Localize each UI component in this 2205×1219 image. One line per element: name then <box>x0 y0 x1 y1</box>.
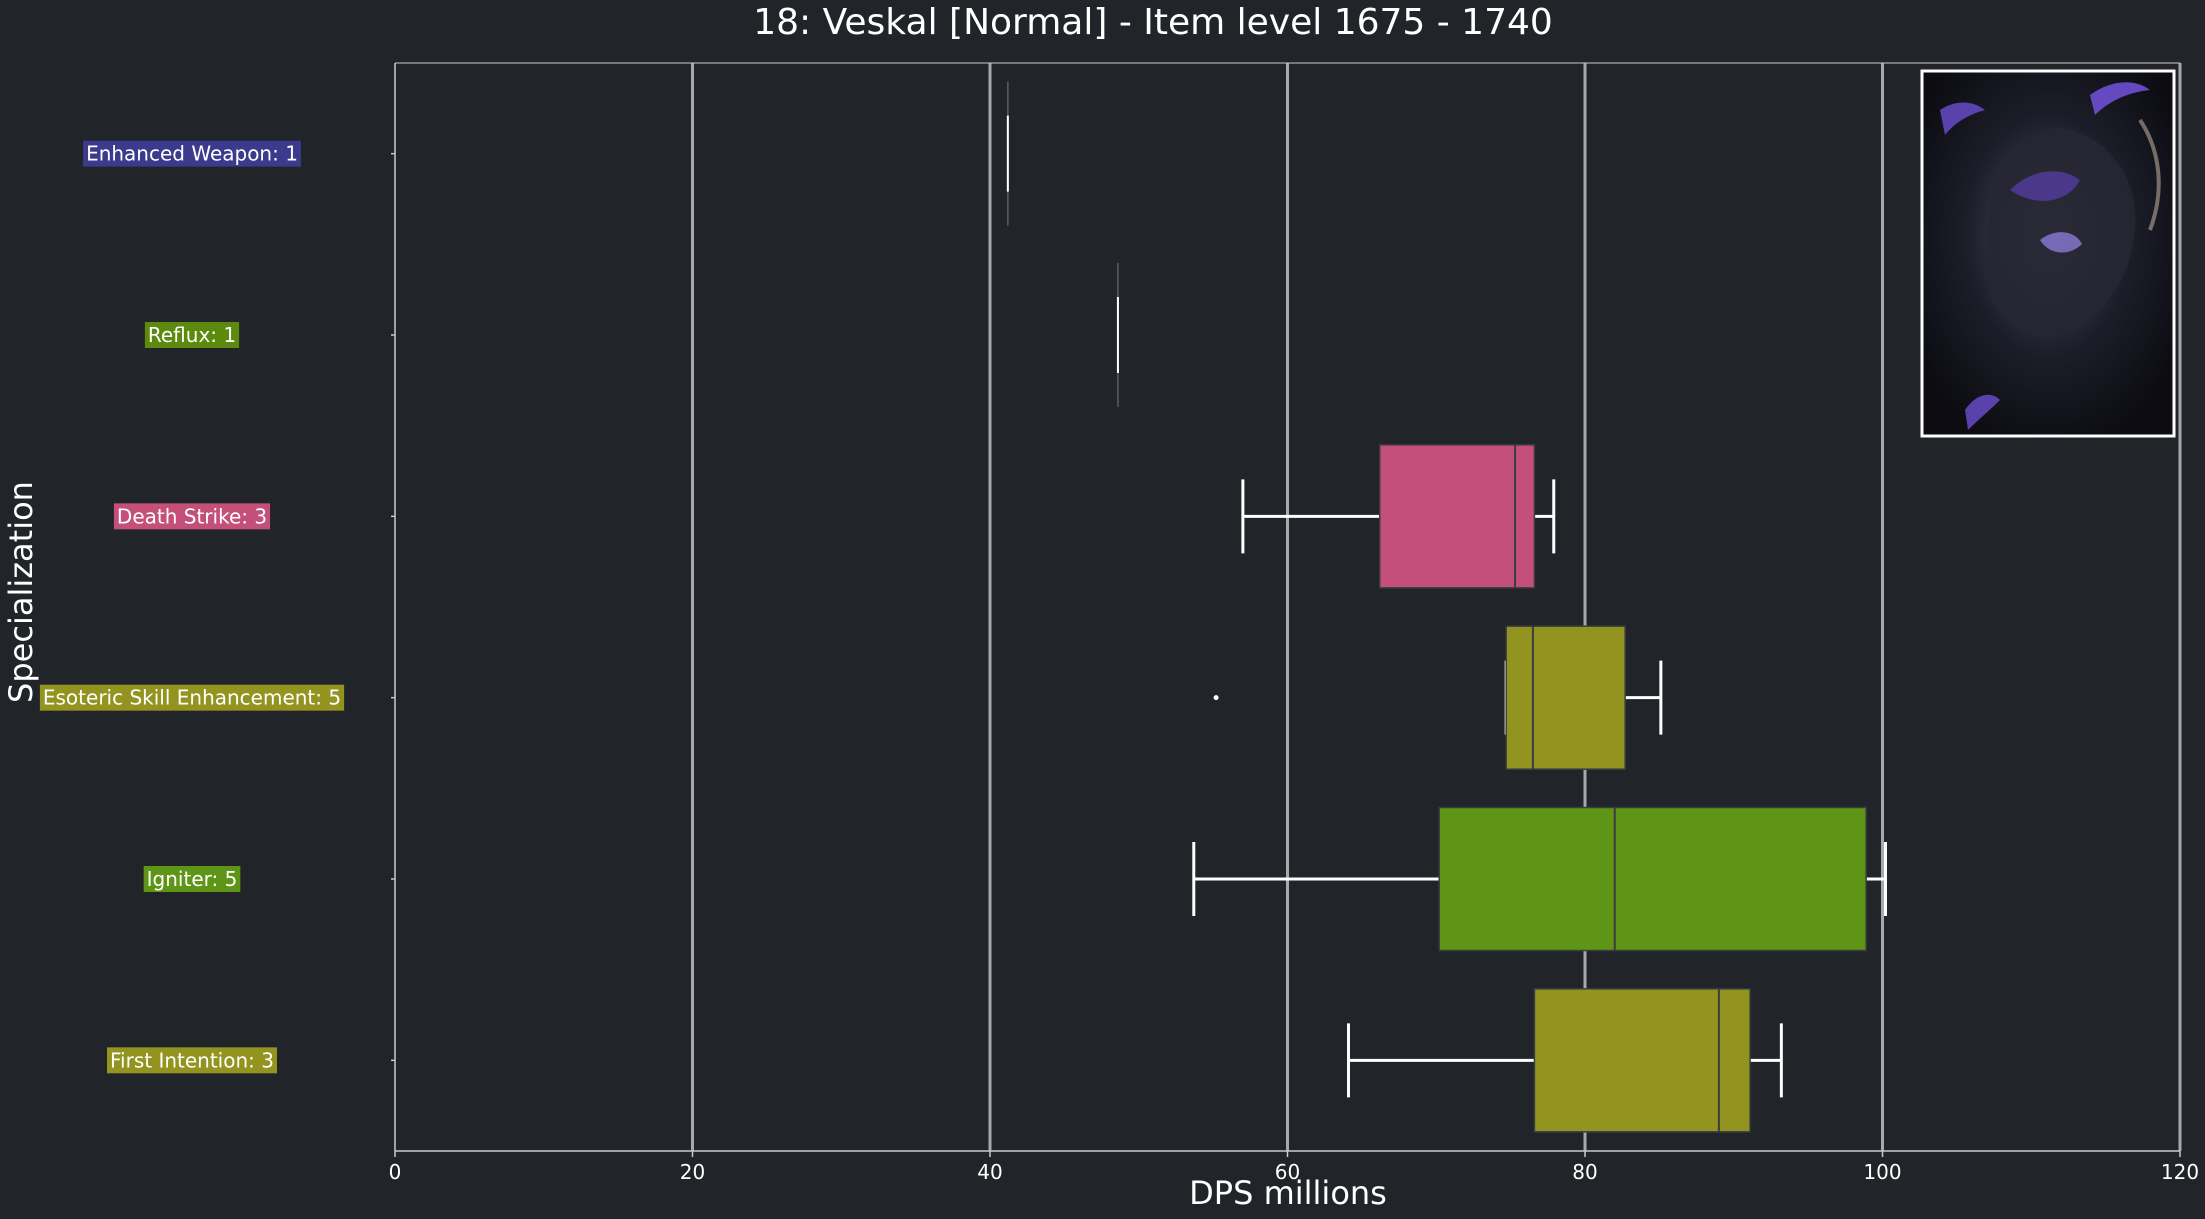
box-iqr <box>1378 444 1536 589</box>
box-iqr <box>1438 806 1867 952</box>
box-iqr <box>1505 625 1626 770</box>
category-label: First Intention: 3 <box>107 1047 277 1074</box>
category-label-layer: Enhanced Weapon: 1 Reflux: 1 Death Strike:… <box>39 140 345 1074</box>
category-label-text: Enhanced Weapon: 1 <box>86 142 298 166</box>
x-tick-label: 20 <box>680 1160 705 1184</box>
category-label-text: First Intention: 3 <box>110 1048 274 1072</box>
box-series <box>1213 625 1663 770</box>
category-label-background <box>144 322 240 348</box>
category-label-text: Reflux: 1 <box>148 323 236 347</box>
x-tick-label: 120 <box>2161 1160 2199 1184</box>
x-tick-label: 0 <box>389 1160 402 1184</box>
category-label-text: Igniter: 5 <box>147 867 238 891</box>
axis-layer: 0 20 40 60 80 100 120 <box>389 62 2199 1184</box>
category-label: Igniter: 5 <box>143 866 241 892</box>
x-tick-label: 80 <box>1572 1160 1597 1184</box>
box-series <box>1241 444 1556 589</box>
category-label-background <box>83 140 301 167</box>
x-tick-label: 40 <box>977 1160 1002 1184</box>
category-label-background <box>113 503 271 530</box>
boss-portrait-image <box>1920 69 2176 438</box>
category-label: Enhanced Weapon: 1 <box>83 140 301 167</box>
box-series <box>1346 988 1783 1133</box>
box-series <box>1192 806 1887 952</box>
chart-title: 18: Veskal [Normal] - Item level 1675 - … <box>753 2 1553 43</box>
category-label-background <box>39 684 345 711</box>
category-label-text: Death Strike: 3 <box>117 504 267 528</box>
x-tick-label: 100 <box>1863 1160 1901 1184</box>
box-iqr <box>1533 988 1751 1133</box>
category-label: Reflux: 1 <box>144 322 240 348</box>
outlier-point <box>1213 695 1219 701</box>
category-label: Esoteric Skill Enhancement: 5 <box>39 684 345 711</box>
category-label-background <box>107 1047 277 1074</box>
category-label: Death Strike: 3 <box>113 503 271 530</box>
x-tick-label: 60 <box>1275 1160 1300 1184</box>
x-axis-label: DPS millions <box>1189 1174 1387 1212</box>
y-axis-label: Specialization <box>2 481 40 703</box>
box-layer <box>1006 81 1887 1133</box>
category-label-background <box>143 866 241 892</box>
category-label-text: Esoteric Skill Enhancement: 5 <box>43 686 341 710</box>
grid-layer <box>691 63 2182 1151</box>
